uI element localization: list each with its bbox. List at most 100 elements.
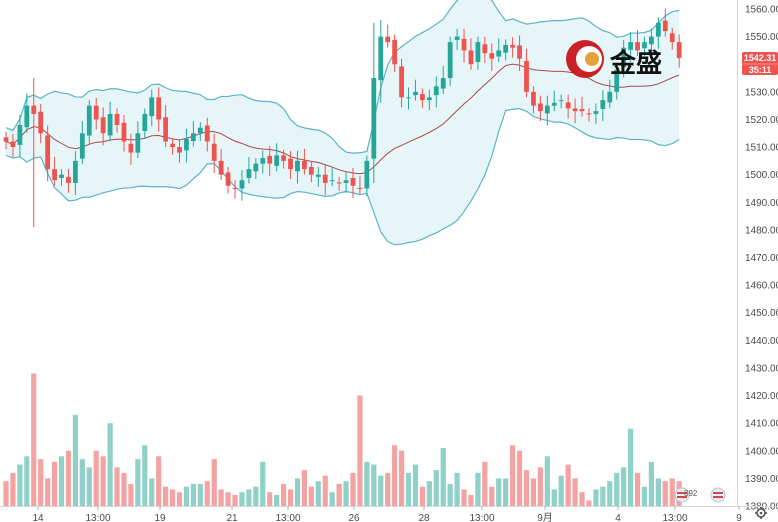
volume-bar bbox=[142, 445, 148, 506]
candle-body bbox=[149, 97, 155, 117]
volume-bar bbox=[100, 456, 106, 506]
candle-body bbox=[489, 53, 495, 59]
candle-body bbox=[329, 180, 335, 182]
volume-bar bbox=[176, 492, 183, 506]
candle-body bbox=[308, 166, 314, 175]
candle-body bbox=[475, 42, 481, 63]
price-tick-label: 1530.00 bbox=[745, 87, 778, 98]
candle-body bbox=[524, 60, 529, 92]
time-tick-label: 13:00 bbox=[275, 513, 300, 522]
candle-body bbox=[607, 91, 613, 103]
candle-body bbox=[288, 158, 293, 170]
candle-body bbox=[31, 105, 37, 114]
volume-bar bbox=[267, 492, 273, 506]
candle-body bbox=[3, 137, 9, 142]
candle-body bbox=[128, 143, 134, 153]
volume-bar bbox=[468, 494, 474, 506]
candle-body bbox=[517, 45, 522, 59]
candle-body bbox=[614, 69, 620, 92]
price-tick-label: 1550.00 bbox=[745, 32, 778, 43]
flag-marker bbox=[710, 487, 726, 503]
candle-body bbox=[461, 38, 467, 51]
candle-body bbox=[496, 50, 502, 57]
time-tick-label: 9月 bbox=[537, 512, 553, 522]
volume-bar bbox=[489, 486, 495, 506]
volume-bar bbox=[350, 472, 356, 506]
volume-bar bbox=[128, 483, 134, 506]
price-tick-label: 1450.00 bbox=[745, 308, 778, 319]
volume-bar bbox=[190, 483, 196, 506]
volume-bar bbox=[211, 459, 217, 506]
volume-bar bbox=[669, 478, 675, 506]
candle-body bbox=[295, 160, 300, 172]
candle-body bbox=[468, 50, 474, 65]
candle-body bbox=[336, 182, 342, 184]
candle-body bbox=[142, 113, 148, 132]
candle-body bbox=[544, 105, 550, 114]
candle-body bbox=[204, 125, 210, 142]
candle-body bbox=[510, 44, 516, 48]
volume-bar bbox=[544, 456, 550, 506]
volume-bar bbox=[169, 489, 176, 506]
candle-body bbox=[343, 180, 349, 183]
volume-bar bbox=[614, 472, 620, 506]
candle-body bbox=[433, 86, 439, 96]
price-axis: 1560.001550.001540.001530.001520.001510.… bbox=[745, 5, 778, 513]
price-tick-label: 1500.00 bbox=[745, 170, 778, 181]
candle-body bbox=[676, 42, 682, 58]
volume-bar bbox=[163, 486, 169, 506]
price-tick-label: 1520.00 bbox=[745, 115, 778, 126]
time-tick-label: 9 bbox=[736, 513, 742, 522]
volume-bar bbox=[371, 464, 377, 506]
lower-band-line bbox=[5, 108, 680, 246]
volume-bar bbox=[218, 489, 224, 506]
candle-body bbox=[232, 187, 238, 189]
volume-bar bbox=[392, 445, 398, 506]
time-tick-label: 13:00 bbox=[469, 513, 494, 522]
candle-body bbox=[260, 158, 266, 164]
volume-bar bbox=[156, 456, 162, 506]
volume-bar bbox=[183, 486, 190, 506]
flag-icon bbox=[674, 487, 690, 503]
volume-bar bbox=[364, 461, 370, 506]
candle-body bbox=[184, 138, 189, 151]
time-tick-label: 13:00 bbox=[662, 513, 687, 522]
price-tick-label: 1440.00 bbox=[745, 336, 778, 347]
volume-bar bbox=[301, 470, 308, 506]
gear-icon[interactable] bbox=[755, 507, 767, 519]
volume-bar bbox=[503, 478, 509, 506]
candle-body bbox=[190, 133, 196, 141]
candle-body bbox=[10, 141, 16, 148]
price-tick-label: 1460.00 bbox=[745, 281, 778, 292]
volume-bar bbox=[641, 486, 648, 506]
candle-body bbox=[357, 187, 363, 189]
volume-bar bbox=[45, 478, 51, 506]
volume-bar bbox=[274, 494, 280, 506]
candle-body bbox=[218, 160, 224, 175]
volume-bar bbox=[607, 481, 613, 506]
price-tick-label: 1390.00 bbox=[745, 474, 778, 485]
volume-bar bbox=[197, 483, 203, 506]
candle-body bbox=[621, 47, 627, 68]
candle-body bbox=[322, 174, 328, 183]
time-tick-label: 13:00 bbox=[85, 513, 110, 522]
candle-body bbox=[156, 97, 162, 120]
volume-bars bbox=[3, 373, 682, 506]
volume-bar bbox=[204, 481, 210, 506]
candle-body bbox=[378, 36, 384, 81]
volume-bar bbox=[232, 494, 238, 506]
price-tick-label: 1470.00 bbox=[745, 253, 778, 264]
volume-bar bbox=[315, 481, 321, 506]
candle-body bbox=[531, 91, 536, 106]
volume-bar bbox=[510, 445, 516, 506]
time-tick-label: 14 bbox=[32, 513, 44, 522]
candle-body bbox=[579, 108, 585, 112]
volume-bar bbox=[24, 456, 30, 506]
volume-bar bbox=[516, 450, 523, 506]
flag-icon bbox=[710, 487, 726, 503]
candle-body bbox=[593, 111, 599, 114]
candle-body bbox=[93, 105, 99, 120]
candle-body bbox=[392, 39, 398, 65]
candle-body bbox=[399, 66, 404, 98]
